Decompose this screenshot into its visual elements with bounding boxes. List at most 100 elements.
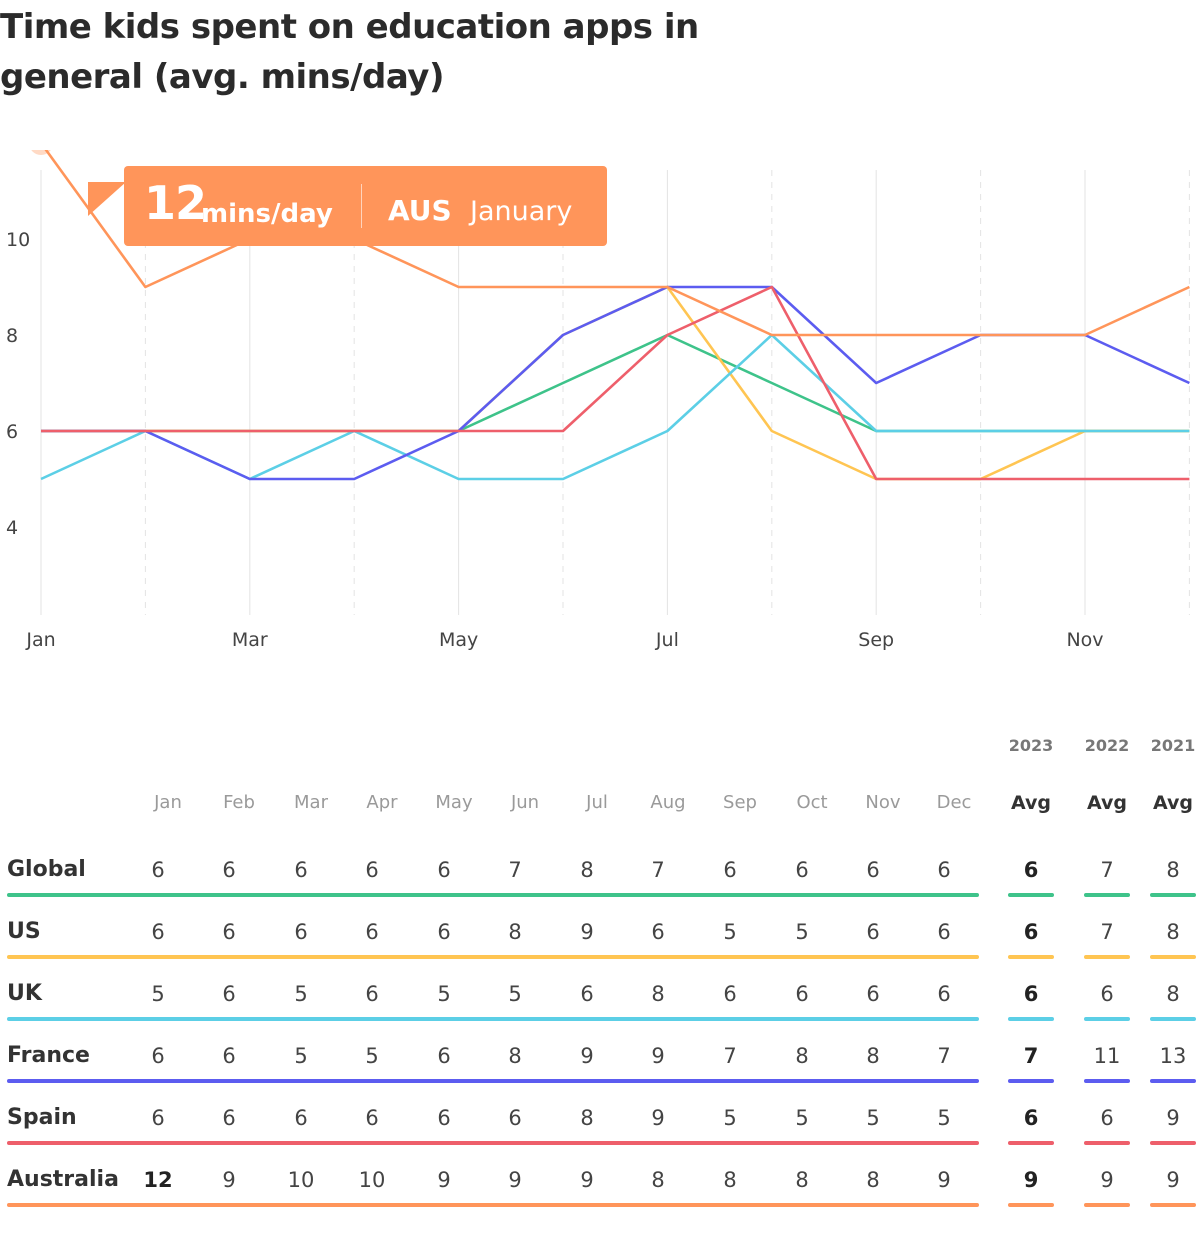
highlight-halo: [31, 150, 51, 155]
x-tick-label: Mar: [232, 629, 268, 651]
avg-underline: [1150, 955, 1196, 959]
avg-cell: 13: [1159, 1044, 1187, 1068]
avg-cell: 9: [1166, 1106, 1180, 1130]
table-cell: 7: [937, 1044, 951, 1068]
avg-underline: [1008, 1017, 1054, 1021]
table-cell: 8: [866, 1044, 880, 1068]
table-cell: 6: [222, 920, 236, 944]
table-cell: 6: [365, 858, 379, 882]
month-header: Mar: [294, 792, 328, 813]
table-cell: 7: [723, 1044, 737, 1068]
month-header: Jun: [510, 792, 540, 813]
avg-cell: 11: [1093, 1044, 1121, 1068]
table-cell: 5: [723, 920, 737, 944]
avg-cell: 8: [1166, 858, 1180, 882]
table-cell: 6: [937, 982, 951, 1006]
y-tick-label: 12: [6, 150, 30, 155]
table-cell: 6: [866, 982, 880, 1006]
line-chart: 4 6 8 10 12 Jan Mar May Jul Sep Nov: [6, 150, 1190, 651]
table-cell: 9: [437, 1168, 451, 1192]
table-cell: 6: [151, 920, 165, 944]
year-header: 2021: [1150, 736, 1196, 755]
avg-header: Avg: [1152, 792, 1193, 814]
table-cell: 8: [651, 1168, 665, 1192]
table-cell: 6: [151, 858, 165, 882]
avg-underline: [1084, 1079, 1130, 1083]
avg-underline: [1008, 1141, 1054, 1145]
row-underline: [7, 1141, 979, 1145]
table-cell: 6: [151, 1044, 165, 1068]
table-cell: 6: [222, 982, 236, 1006]
series-line-australia: [44, 150, 1190, 337]
table-cell: 6: [365, 920, 379, 944]
row-label-uk: UK: [7, 981, 42, 1006]
table-cell: 8: [651, 982, 665, 1006]
table-cell: 9: [580, 920, 594, 944]
table-cell: 6: [222, 1044, 236, 1068]
y-tick-label: 6: [6, 421, 18, 443]
table-cell: 6: [508, 1106, 522, 1130]
avg-cell: 6: [1023, 1106, 1039, 1130]
tooltip-value: 12: [144, 176, 207, 230]
table-cell: 8: [795, 1168, 809, 1192]
table-cell: 9: [222, 1168, 236, 1192]
table-cell: 5: [294, 1044, 308, 1068]
table-cell: 8: [508, 1044, 522, 1068]
avg-underline: [1150, 1203, 1196, 1207]
avg-cell: 6: [1023, 982, 1039, 1006]
data-tooltip: 12 mins/day AUS January: [124, 166, 607, 246]
x-tick-label: Jul: [655, 629, 679, 651]
table-cell: 8: [508, 920, 522, 944]
table-cell: 12: [143, 1168, 173, 1192]
x-tick-label: Jan: [25, 629, 55, 651]
month-header: Dec: [936, 792, 972, 813]
avg-underline: [1008, 1079, 1054, 1083]
table-cell: 6: [294, 920, 308, 944]
table-cell: 6: [437, 1044, 451, 1068]
row-underline: [7, 1079, 979, 1083]
series-line-uk: [40, 333, 1190, 481]
row-label-france: France: [7, 1043, 90, 1068]
row-label-us: US: [7, 919, 41, 944]
x-tick-label: May: [439, 629, 478, 651]
avg-cell: 8: [1166, 982, 1180, 1006]
avg-cell: 7: [1023, 1044, 1039, 1068]
table-cell: 5: [937, 1106, 951, 1130]
table-cell: 9: [580, 1044, 594, 1068]
avg-header: Avg: [1010, 792, 1051, 814]
month-header: Jan: [154, 792, 182, 813]
table-cell: 6: [866, 858, 880, 882]
avg-cell: 7: [1100, 858, 1114, 882]
table-cell: 5: [723, 1106, 737, 1130]
table-cell: 5: [365, 1044, 379, 1068]
table-cell: 10: [358, 1168, 386, 1192]
table-cell: 6: [365, 1106, 379, 1130]
avg-cell: 6: [1023, 920, 1039, 944]
y-tick-label: 8: [6, 325, 18, 347]
avg-underline: [1084, 1141, 1130, 1145]
table-cell: 6: [795, 982, 809, 1006]
chart-title: Time kids spent on education apps in gen…: [0, 7, 699, 97]
avg-underline: [1150, 893, 1196, 897]
table-cell: 5: [437, 982, 451, 1006]
table-cell: 6: [437, 858, 451, 882]
x-tick-label: Sep: [858, 629, 894, 651]
avg-cell: 9: [1023, 1168, 1039, 1192]
table-cell: 6: [723, 858, 737, 882]
tooltip-country: AUS: [388, 194, 452, 227]
avg-underline: [1150, 1079, 1196, 1083]
table-cell: 6: [651, 920, 665, 944]
table-cell: 6: [866, 920, 880, 944]
table-cell: 9: [580, 1168, 594, 1192]
avg-cell: 6: [1100, 1106, 1114, 1130]
table-cell: 6: [222, 858, 236, 882]
table-cell: 6: [937, 920, 951, 944]
table-cell: 8: [795, 1044, 809, 1068]
month-header: Nov: [865, 792, 901, 813]
month-header: Feb: [223, 792, 255, 813]
avg-underline: [1150, 1017, 1196, 1021]
year-header: 2022: [1084, 736, 1130, 755]
avg-cell: 8: [1166, 920, 1180, 944]
avg-underline: [1084, 893, 1130, 897]
avg-underline: [1008, 1203, 1054, 1207]
